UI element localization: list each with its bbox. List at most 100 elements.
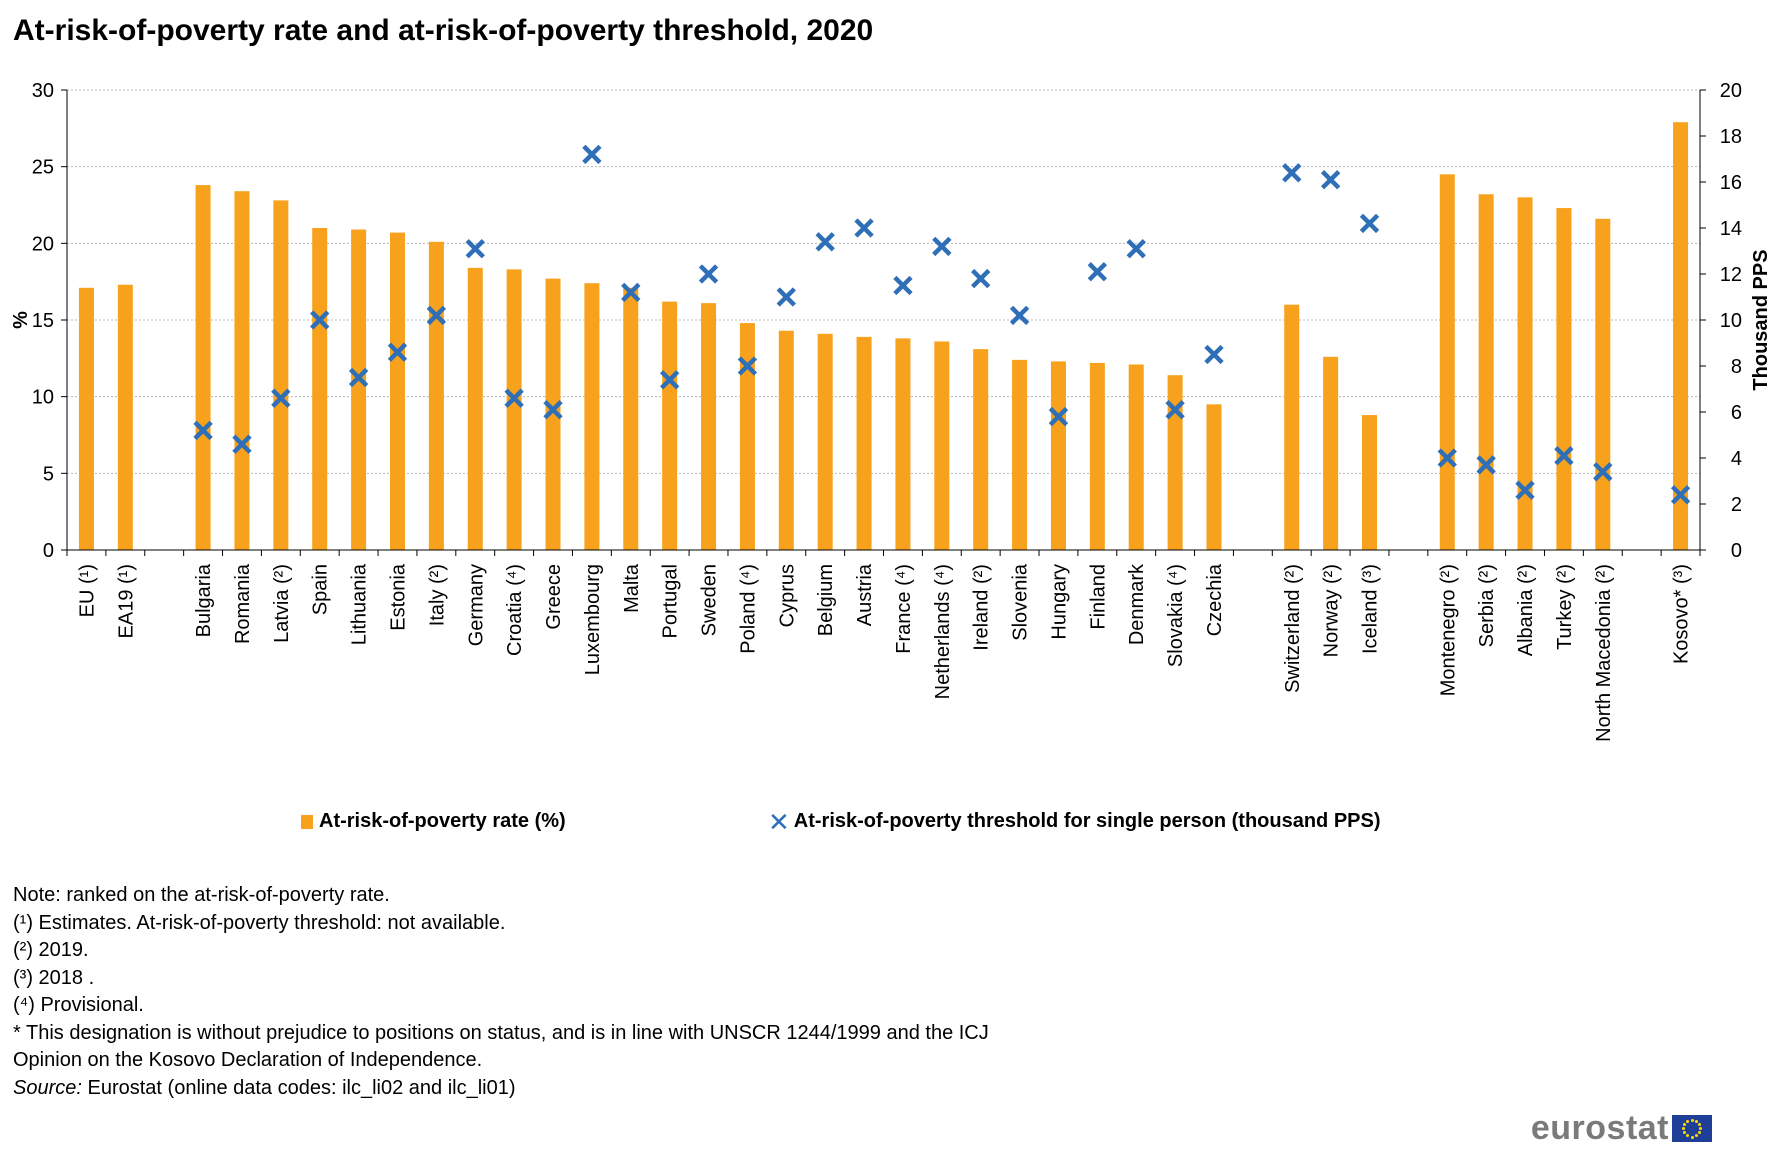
bar — [467, 267, 483, 550]
bar — [1517, 197, 1533, 551]
x-tick-label: Sweden — [699, 564, 721, 636]
threshold-marker — [310, 310, 330, 330]
bar — [934, 341, 950, 550]
bar — [273, 200, 289, 550]
flag-star-icon — [1697, 1131, 1701, 1135]
marker-stroke — [893, 275, 913, 296]
logo-text: eurostat — [1530, 1109, 1669, 1147]
bar — [1323, 356, 1339, 550]
flag-star-icon — [1686, 1119, 1690, 1123]
marker-stroke — [815, 232, 835, 252]
bar — [584, 283, 600, 550]
threshold-marker — [1204, 344, 1224, 365]
marker-stroke — [659, 370, 680, 390]
flag-star-icon — [1683, 1122, 1687, 1126]
marker-stroke — [1554, 446, 1574, 466]
x-tick-label: Belgium — [815, 564, 837, 636]
marker-stroke — [1087, 262, 1108, 282]
x-tick-label: EA19 (¹) — [115, 564, 137, 638]
right-tick-label: 20 — [1720, 80, 1742, 102]
x-tick-label: Montenegro (²) — [1437, 564, 1459, 696]
footnote-4: (⁴) Provisional. — [13, 994, 144, 1016]
bar — [117, 284, 133, 550]
x-tick-label: Iceland (³) — [1360, 564, 1382, 654]
footnotes: Note: ranked on the at-risk-of-poverty r… — [13, 882, 989, 1102]
threshold-marker — [1126, 239, 1146, 259]
flag-star-icon — [1699, 1127, 1702, 1130]
x-tick-label: Lithuania — [349, 563, 371, 645]
x-tick-label: Latvia (²) — [271, 564, 293, 643]
x-tick-label: Greece — [543, 564, 565, 630]
gridlines — [67, 89, 1700, 474]
flag-star-icon — [1686, 1134, 1690, 1138]
marker-stroke — [543, 400, 563, 420]
marker-stroke — [776, 287, 796, 307]
flag-star-icon — [1683, 1131, 1687, 1135]
x-tick-label: Hungary — [1048, 564, 1070, 640]
footnote-2: (²) 2019. — [13, 939, 89, 961]
threshold-marker — [698, 264, 719, 284]
flag-star-icon — [1694, 1119, 1698, 1123]
threshold-marker — [621, 282, 641, 303]
marker-stroke — [1048, 406, 1069, 427]
left-tick-label: 0 — [43, 540, 54, 562]
marker-stroke — [621, 282, 641, 303]
x-tick-label: Slovenia — [1010, 563, 1032, 641]
flag-star-icon — [1697, 1122, 1701, 1126]
marker-stroke — [1359, 213, 1380, 234]
right-tick-label: 8 — [1731, 356, 1742, 378]
marker-stroke — [1126, 239, 1146, 259]
marker-stroke — [737, 356, 758, 376]
threshold-marker — [1048, 406, 1069, 427]
bar — [1128, 364, 1144, 550]
bar — [1595, 218, 1611, 551]
threshold-marker — [1282, 163, 1302, 183]
threshold-marker — [426, 305, 447, 326]
bar-series — [78, 122, 1689, 551]
threshold-marker — [543, 400, 563, 420]
eurostat-logo: eurostat — [1531, 1109, 1712, 1148]
bar — [351, 229, 367, 551]
legend-item-rate: At-risk-of-poverty rate (%) — [301, 810, 566, 833]
marker-stroke — [387, 342, 408, 362]
marker-stroke — [271, 388, 291, 408]
marker-stroke — [310, 310, 330, 330]
marker-stroke — [1165, 400, 1185, 420]
flag-star-icon — [1690, 1135, 1694, 1139]
x-tick-label: Germany — [465, 564, 487, 646]
x-tick-label: Denmark — [1126, 563, 1148, 645]
bar — [312, 228, 328, 550]
threshold-marker — [271, 388, 291, 408]
left-tick-label: 25 — [32, 157, 54, 179]
threshold-marker — [932, 236, 952, 257]
threshold-marker — [737, 356, 758, 376]
x-tick-label: Austria — [854, 563, 876, 626]
legend-x-marker-icon: ✕ — [768, 806, 790, 837]
bar — [662, 301, 678, 550]
marker-stroke — [582, 144, 602, 165]
x-tick-label: Luxembourg — [582, 564, 604, 675]
threshold-marker — [582, 144, 602, 165]
x-tick-label: Italy (²) — [426, 564, 448, 626]
flag-star-icon — [1694, 1134, 1698, 1138]
combo-chart: 0 5 10 15 20 25 30 0 2 4 6 8 10 12 14 16 18 20% Thousand P… — [10, 80, 1772, 742]
bar — [817, 333, 833, 550]
right-tick-label: 2 — [1731, 494, 1742, 516]
marker-stroke — [971, 268, 991, 289]
kosovo-note-line2: Opinion on the Kosovo Declaration of Ind… — [13, 1049, 483, 1071]
threshold-marker — [1359, 213, 1380, 234]
x-tick-label: Poland (⁴) — [737, 564, 759, 654]
marker-stroke — [1282, 163, 1302, 183]
x-tick-labels: EU (¹) EA19 (¹) Bulgaria Romania Latvia (²) S… — [76, 563, 1692, 742]
marker-stroke — [1009, 305, 1030, 326]
bar — [506, 269, 522, 550]
bar — [389, 232, 405, 550]
bar — [701, 303, 717, 550]
marker-stroke — [348, 367, 369, 388]
legend: At-risk-of-poverty rate (%) ✕ At-risk-of… — [0, 806, 1780, 840]
marker-stroke — [1320, 170, 1341, 190]
threshold-marker — [465, 239, 485, 259]
bar — [1556, 208, 1572, 551]
threshold-marker — [348, 367, 369, 388]
right-tick-label: 10 — [1720, 310, 1742, 332]
